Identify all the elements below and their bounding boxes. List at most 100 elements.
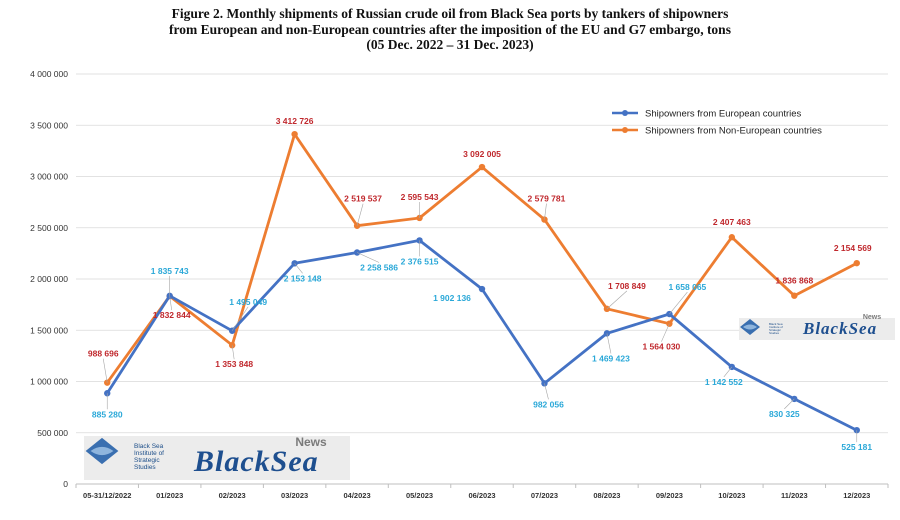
data-label: 1 658 065 — [668, 282, 706, 292]
x-tick-label: 11/2023 — [781, 491, 808, 500]
data-point — [291, 130, 298, 138]
logo-wordmark-text: BlackSea — [194, 445, 319, 478]
label-leader — [356, 252, 380, 263]
chart-title-line: from European and non-European countries… — [169, 21, 731, 37]
data-label: 1 902 136 — [433, 293, 471, 303]
logo-news: News — [295, 435, 327, 449]
data-point — [478, 163, 486, 171]
gridlines — [76, 73, 888, 434]
data-point — [353, 222, 361, 229]
series-line — [106, 132, 858, 384]
data-label: 2 519 537 — [344, 194, 382, 204]
logo-mark-icon — [739, 318, 769, 340]
logo-institute-line: Studies — [134, 463, 156, 471]
y-tick-label: 3 000 000 — [30, 172, 68, 182]
data-point — [353, 249, 361, 256]
data-label: 830 325 — [769, 409, 800, 419]
x-tick-label: 10/2023 — [718, 491, 745, 500]
data-label: 1 836 868 — [775, 276, 813, 286]
x-tick-label: 01/2023 — [156, 491, 183, 500]
data-label: 1 469 423 — [592, 353, 630, 363]
label-leader — [661, 323, 670, 342]
label-leader — [606, 333, 612, 354]
data-point — [666, 320, 673, 327]
x-tick-label: 03/2023 — [281, 491, 308, 500]
chart-title-line: Figure 2. Monthly shipments of Russian c… — [171, 6, 729, 21]
x-tick-label: 08/2023 — [593, 491, 620, 500]
logo-wordmark: BlackSea News — [194, 435, 327, 479]
label-leader — [294, 263, 303, 274]
x-tick-label: 12/2023 — [843, 491, 870, 500]
logo-news: News — [862, 314, 882, 321]
label-leader — [606, 290, 628, 310]
data-label: 3 092 005 — [463, 149, 501, 159]
logo-institute-line: Black Sea — [134, 443, 164, 451]
x-tick-label: 06/2023 — [468, 491, 495, 500]
data-label: 1 708 849 — [608, 281, 646, 291]
legend-label: Shipowners from European countries — [645, 109, 802, 120]
logo-mark-icon — [84, 436, 134, 480]
label-leader — [784, 398, 795, 410]
label-leader — [723, 366, 733, 378]
y-tick-label: 2 000 000 — [30, 274, 68, 284]
logo-institute: Black Sea Institute of Strategic Studies — [769, 321, 797, 336]
legend-marker — [622, 110, 628, 116]
label-leader — [544, 203, 547, 220]
data-label: 1 142 552 — [705, 377, 743, 387]
x-tick-label: 04/2023 — [344, 491, 371, 500]
chart-title: Figure 2. Monthly shipments of Russian c… — [0, 6, 900, 53]
data-label: 3 412 726 — [276, 116, 314, 126]
logo-institute: Black Sea Institute of Strategic Studies — [134, 444, 186, 471]
logo-institute-line: Institute of — [769, 324, 783, 329]
data-label: 982 056 — [533, 399, 564, 409]
data-label: 1 353 848 — [215, 359, 253, 369]
logo-small: Black Sea Institute of Strategic Studies… — [739, 314, 895, 340]
label-leader — [102, 358, 108, 383]
data-point — [791, 292, 798, 299]
axes: 0 500 000 1 000 000 1 500 000 2 000 000 2 500… — [30, 69, 889, 500]
data-label: 988 696 — [88, 349, 119, 359]
y-tick-label: 500 000 — [37, 428, 68, 438]
data-label: 525 181 — [841, 442, 872, 452]
label-leader — [169, 296, 172, 311]
logo-institute-line: Studies — [769, 331, 780, 336]
chart-title-line: (05 Dec. 2022 – 31 Dec. 2023) — [366, 37, 534, 52]
data-label: 2 376 515 — [401, 256, 439, 266]
y-tick-label: 4 000 000 — [30, 69, 68, 79]
logo-wordmark-text: BlackSea — [803, 319, 878, 338]
data-label: 1 495 049 — [229, 297, 267, 307]
data-point — [291, 260, 298, 267]
legend-label: Shipowners from Non-European countries — [645, 126, 822, 137]
data-label: 2 258 586 — [360, 262, 398, 272]
x-tick-label: 09/2023 — [656, 491, 683, 500]
label-leader — [231, 345, 235, 360]
data-label: 1 564 030 — [642, 342, 680, 352]
label-leader — [356, 203, 364, 226]
x-tick-label: 02/2023 — [219, 491, 246, 500]
legend-marker — [622, 127, 628, 133]
data-labels: 885 280 1 835 743 1 495 049 2 153 148 2 258 … — [88, 116, 873, 452]
data-point — [728, 234, 736, 241]
logo-institute-line: Institute of — [134, 450, 164, 458]
logo-institute-line: Black Sea — [769, 321, 783, 326]
data-point — [541, 380, 548, 387]
data-label: 2 579 781 — [528, 194, 566, 204]
label-leader — [544, 383, 549, 400]
y-tick-label: 3 500 000 — [30, 120, 68, 130]
logo-wordmark: BlackSea News — [803, 314, 881, 339]
x-tick-label: 05/2023 — [406, 491, 433, 500]
y-tick-label: 1 500 000 — [30, 325, 68, 335]
data-label: 2 154 569 — [834, 243, 872, 253]
logo-institute-line: Strategic — [769, 328, 781, 332]
x-tick-label: 07/2023 — [531, 491, 558, 500]
logo-large: Black Sea Institute of Strategic Studies… — [84, 435, 350, 480]
label-leader — [231, 306, 249, 331]
y-tick-label: 1 000 000 — [30, 377, 68, 387]
data-point — [478, 285, 486, 293]
data-label: 1 832 844 — [153, 310, 191, 320]
data-label: 2 595 543 — [401, 192, 439, 202]
x-tick-label: 05-31/12/2022 — [83, 491, 131, 500]
data-label: 2 153 148 — [284, 273, 322, 283]
legend: Shipowners from European countries Shipow… — [612, 109, 822, 137]
